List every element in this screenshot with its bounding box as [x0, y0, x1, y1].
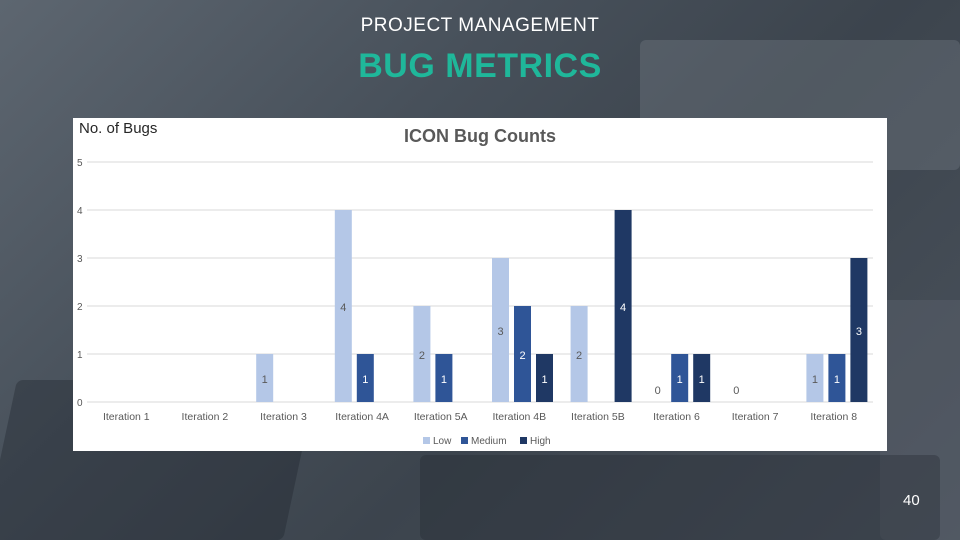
bar-high — [614, 210, 632, 402]
data-label: 4 — [620, 302, 626, 314]
bar-high — [850, 258, 868, 402]
y-tick-label: 5 — [77, 158, 83, 169]
x-tick-label: Iteration 5B — [571, 411, 625, 423]
y-tick-label: 1 — [77, 350, 83, 361]
data-label: 3 — [856, 326, 862, 338]
x-tick-label: Iteration 1 — [103, 411, 150, 423]
bar-medium — [356, 354, 374, 402]
y-tick-label: 3 — [77, 254, 83, 265]
x-tick-label: Iteration 4A — [335, 411, 389, 423]
legend-label: Low — [433, 436, 452, 447]
data-label: 1 — [541, 374, 547, 386]
slide-kicker: PROJECT MANAGEMENT — [360, 15, 600, 36]
bar-medium — [514, 306, 531, 402]
page-number: 40 — [903, 492, 920, 509]
x-tick-label: Iteration 6 — [653, 411, 700, 423]
y-tick-label: 0 — [77, 398, 83, 409]
x-tick-label: Iteration 5A — [414, 411, 468, 423]
slide-title: BUG METRICS — [358, 47, 602, 85]
bar-medium — [671, 354, 689, 402]
data-label: 1 — [834, 374, 840, 386]
legend-swatch-medium — [461, 437, 468, 444]
data-label: 3 — [497, 326, 503, 338]
bar-high — [693, 354, 711, 402]
bar-low — [570, 306, 588, 402]
legend-swatch-high — [520, 437, 527, 444]
y-tick-label: 4 — [77, 206, 83, 217]
bar-low — [492, 258, 509, 402]
legend-label: High — [530, 436, 551, 447]
bar-high — [536, 354, 553, 402]
bar-low — [413, 306, 431, 402]
data-label: 4 — [340, 302, 346, 314]
data-label: 1 — [441, 374, 447, 386]
bar-chart: 0 1 2 3 4 5 Iteration 1 Iteration 2 1 Iteration 3… — [77, 158, 873, 447]
data-label: 2 — [576, 350, 582, 362]
data-label: 2 — [419, 350, 425, 362]
bar-medium — [435, 354, 453, 402]
chart-title: ICON Bug Counts — [404, 126, 556, 146]
data-label: 1 — [677, 374, 683, 386]
x-tick-label: Iteration 7 — [732, 411, 779, 423]
bar-low — [256, 354, 274, 402]
background-shape — [420, 455, 940, 540]
y-axis-label: No. of Bugs — [79, 120, 158, 137]
data-label: 0 — [733, 385, 739, 397]
bar-low — [334, 210, 352, 402]
data-label: 1 — [262, 374, 268, 386]
bar-low — [806, 354, 824, 402]
data-label: 1 — [812, 374, 818, 386]
x-tick-label: Iteration 8 — [810, 411, 857, 423]
x-tick-label: Iteration 3 — [260, 411, 307, 423]
chart-panel: 0 1 2 3 4 5 Iteration 1 Iteration 2 1 Iteration 3… — [73, 118, 887, 451]
data-label: 1 — [699, 374, 705, 386]
data-label: 1 — [362, 374, 368, 386]
data-label: 0 — [655, 385, 661, 397]
y-tick-label: 2 — [77, 302, 83, 313]
background-shape — [880, 300, 960, 540]
legend-label: Medium — [471, 436, 507, 447]
x-tick-label: Iteration 4B — [492, 411, 546, 423]
data-label: 2 — [519, 350, 525, 362]
bar-medium — [828, 354, 846, 402]
legend-swatch-low — [423, 437, 430, 444]
x-tick-label: Iteration 2 — [182, 411, 229, 423]
